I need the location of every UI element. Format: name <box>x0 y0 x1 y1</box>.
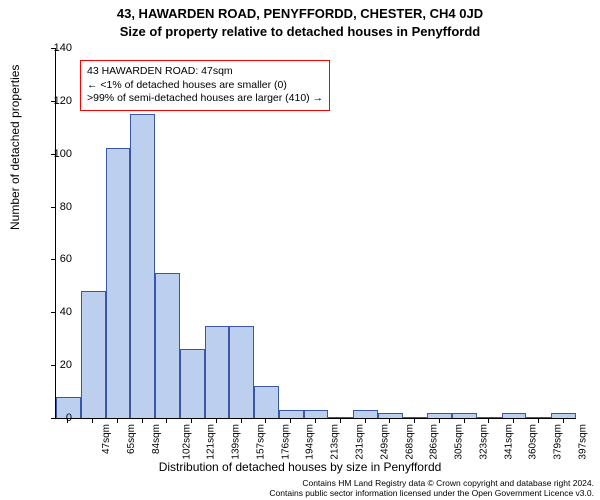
histogram-bar <box>551 413 576 418</box>
y-tick-mark <box>51 259 56 260</box>
x-tick-label: 47sqm <box>101 424 112 454</box>
annotation-box: 43 HAWARDEN ROAD: 47sqm ← <1% of detache… <box>80 60 330 111</box>
histogram-bar <box>279 410 304 418</box>
chart-title-address: 43, HAWARDEN ROAD, PENYFFORDD, CHESTER, … <box>0 0 600 22</box>
x-tick-label: 213sqm <box>330 424 341 460</box>
x-tick-label: 84sqm <box>151 424 162 454</box>
histogram-bar <box>254 386 279 418</box>
x-tick-label: 397sqm <box>577 424 588 460</box>
x-tick-mark <box>191 418 192 423</box>
x-tick-mark <box>464 418 465 423</box>
x-tick-mark <box>439 418 440 423</box>
histogram-bar <box>353 410 378 418</box>
y-tick-mark <box>51 101 56 102</box>
x-tick-label: 121sqm <box>206 424 217 460</box>
histogram-bar <box>526 417 551 418</box>
histogram-bar <box>205 326 230 419</box>
x-tick-label: 102sqm <box>181 424 192 460</box>
histogram-bar <box>81 291 106 418</box>
x-tick-label: 305sqm <box>454 424 465 460</box>
annotation-line1: 43 HAWARDEN ROAD: 47sqm <box>87 65 323 79</box>
x-tick-label: 65sqm <box>126 424 137 454</box>
x-tick-label: 268sqm <box>404 424 415 460</box>
x-tick-mark <box>67 418 68 423</box>
histogram-bar <box>180 349 205 418</box>
histogram-bar <box>304 410 329 418</box>
footer-attribution: Contains HM Land Registry data © Crown c… <box>269 478 594 498</box>
x-tick-label: 176sqm <box>280 424 291 460</box>
x-tick-mark <box>166 418 167 423</box>
histogram-bar <box>328 417 353 418</box>
y-tick-mark <box>51 207 56 208</box>
property-size-chart: 43, HAWARDEN ROAD, PENYFFORDD, CHESTER, … <box>0 0 600 500</box>
histogram-bar <box>452 413 477 418</box>
x-tick-label: 194sqm <box>305 424 316 460</box>
x-tick-label: 139sqm <box>231 424 242 460</box>
x-tick-mark <box>538 418 539 423</box>
footer-line2: Contains public sector information licen… <box>269 488 594 498</box>
x-tick-mark <box>92 418 93 423</box>
histogram-bar <box>106 148 131 418</box>
x-tick-mark <box>117 418 118 423</box>
footer-line1: Contains HM Land Registry data © Crown c… <box>269 478 594 488</box>
x-tick-label: 379sqm <box>553 424 564 460</box>
x-tick-mark <box>241 418 242 423</box>
x-tick-mark <box>216 418 217 423</box>
x-tick-label: 341sqm <box>503 424 514 460</box>
x-axis-label: Distribution of detached houses by size … <box>0 460 600 474</box>
x-tick-label: 231sqm <box>355 424 366 460</box>
x-tick-mark <box>488 418 489 423</box>
x-tick-label: 157sqm <box>256 424 267 460</box>
x-tick-label: 249sqm <box>379 424 390 460</box>
x-tick-mark <box>414 418 415 423</box>
x-tick-mark <box>563 418 564 423</box>
annotation-line3: >99% of semi-detached houses are larger … <box>87 92 323 106</box>
histogram-bar <box>155 273 180 418</box>
y-tick-mark <box>51 365 56 366</box>
y-tick-mark <box>51 48 56 49</box>
x-tick-mark <box>290 418 291 423</box>
x-tick-mark <box>389 418 390 423</box>
histogram-bar <box>130 114 155 418</box>
x-tick-mark <box>315 418 316 423</box>
y-axis-label: Number of detached properties <box>8 65 22 230</box>
y-tick-mark <box>51 154 56 155</box>
y-tick-mark <box>51 312 56 313</box>
x-tick-mark <box>340 418 341 423</box>
x-tick-mark <box>265 418 266 423</box>
annotation-line2: ← <1% of detached houses are smaller (0) <box>87 79 323 93</box>
y-tick-mark <box>51 418 56 419</box>
histogram-bar <box>229 326 254 419</box>
x-tick-mark <box>142 418 143 423</box>
histogram-bar <box>427 413 452 418</box>
x-tick-mark <box>513 418 514 423</box>
x-tick-label: 360sqm <box>528 424 539 460</box>
x-tick-label: 323sqm <box>478 424 489 460</box>
x-tick-label: 286sqm <box>429 424 440 460</box>
x-tick-mark <box>365 418 366 423</box>
chart-subtitle: Size of property relative to detached ho… <box>0 22 600 40</box>
